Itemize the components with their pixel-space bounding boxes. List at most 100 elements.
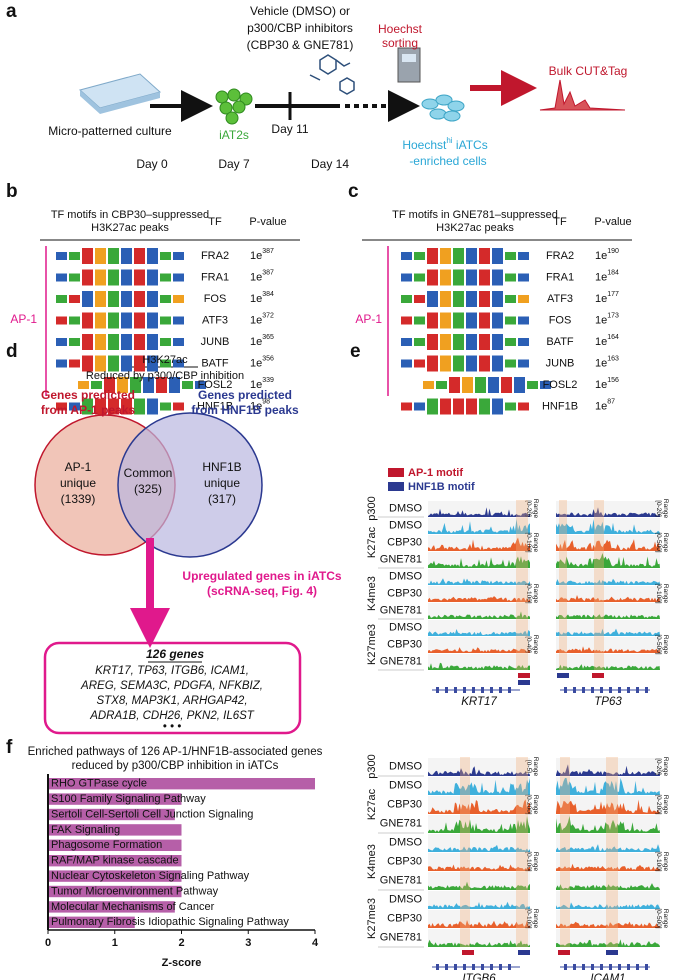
logo-letter: [134, 291, 145, 307]
exon: [600, 964, 603, 970]
exon: [481, 687, 484, 693]
range-word: Range: [532, 499, 539, 519]
logo-letter: [121, 248, 132, 264]
tf-name: FRA2: [546, 250, 574, 262]
range-label: Range[0-500]: [655, 634, 669, 654]
track-bg: [556, 569, 660, 584]
signal-track: [428, 778, 530, 795]
exon: [609, 687, 612, 693]
sample-label: DMSO: [389, 779, 422, 791]
sample-label: GNE781: [380, 553, 422, 565]
logo-letter: [147, 312, 158, 329]
range-word: Range: [662, 757, 669, 777]
signal-track: [428, 766, 530, 776]
range-value: [0-20]: [525, 500, 532, 517]
logo-letter: [95, 334, 106, 350]
day-label: Day 7: [218, 157, 250, 171]
treatment-text: (CBP30 & GNE781): [247, 38, 354, 52]
sample-label: GNE781: [380, 655, 422, 667]
gene-name: ICAM1: [590, 973, 625, 980]
signal-track: [556, 863, 660, 871]
p-value: 1e163: [595, 355, 619, 369]
logo-letter: [160, 359, 171, 368]
sample-label: DMSO: [389, 519, 422, 531]
logo-letter: [147, 398, 158, 415]
venn-title: Reduced by p300/CBP inhibition: [86, 370, 244, 382]
track-bg: [428, 815, 530, 832]
logo-letter: [479, 291, 490, 307]
p-base: 1e: [595, 336, 607, 348]
range-word: Range: [532, 757, 539, 777]
track-bg: [556, 637, 660, 652]
sample-label: GNE781: [380, 931, 422, 943]
signal-track: [556, 646, 660, 653]
table-header: P-value: [594, 216, 631, 228]
arrow-label: Upregulated genes in iATCs: [182, 569, 341, 583]
range-word: Range: [662, 533, 669, 553]
signal-track: [556, 539, 660, 551]
category-label: Pulmonary Fibrosis Idiopathic Signaling …: [51, 916, 289, 928]
logo-letter: [492, 398, 503, 415]
table-header: TF: [208, 216, 222, 228]
exon: [609, 964, 612, 970]
signal-track: [428, 816, 530, 833]
range-word: Range: [662, 795, 669, 815]
set-label: Genes predicted: [41, 388, 135, 402]
track-bg: [428, 891, 530, 908]
logo-letter: [134, 269, 145, 286]
range-word: Range: [662, 852, 669, 872]
group-label: AP-1: [355, 312, 382, 326]
logo-letter: [514, 377, 525, 393]
x-tick-label: 3: [245, 937, 251, 949]
exon: [627, 687, 630, 693]
logo-letter: [117, 377, 128, 393]
x-tick-label: 0: [45, 937, 51, 949]
p-value: 1e177: [595, 291, 619, 305]
signal-track: [556, 921, 660, 928]
signal-track: [428, 939, 530, 947]
p-base: 1e: [250, 379, 262, 391]
logo-letter: [56, 295, 67, 303]
logo-letter: [173, 295, 184, 303]
logo-letter: [492, 248, 503, 264]
signal-track: [556, 799, 660, 814]
logo-letter: [505, 316, 516, 325]
highlight: [460, 757, 470, 947]
logo-letter: [479, 248, 490, 264]
exon: [490, 687, 493, 693]
signal-track: [428, 844, 530, 852]
mark-label: K27me3: [366, 624, 378, 665]
signal-track: [428, 662, 530, 670]
mark-label: K4me3: [366, 576, 378, 611]
p-base: 1e: [595, 293, 607, 305]
range-value: [0-500]: [655, 908, 662, 928]
logo-letter: [56, 316, 67, 325]
exon: [499, 687, 502, 693]
logo-letter: [518, 273, 529, 282]
track-bg: [556, 891, 660, 908]
track-bg: [428, 569, 530, 584]
bar: [48, 855, 182, 867]
exon: [508, 687, 511, 693]
p-value: 1e190: [595, 248, 619, 262]
logo-letter: [479, 269, 490, 286]
logo-letter: [147, 269, 158, 286]
track-bg: [556, 910, 660, 927]
range-label: Range[0-100]: [525, 851, 539, 871]
p-base: 1e: [250, 250, 262, 262]
exon: [463, 964, 466, 970]
exon: [573, 687, 576, 693]
motif-marker: [558, 950, 570, 955]
logo-letter: [56, 402, 67, 411]
logo-letter: [95, 269, 106, 286]
signal-track: [428, 596, 530, 602]
track-bg: [428, 654, 530, 669]
exon: [636, 687, 639, 693]
sample-label: CBP30: [387, 855, 422, 867]
logo-letter: [108, 334, 119, 350]
logo-letter: [134, 248, 145, 264]
logo-letter: [479, 312, 490, 329]
logo-letter: [108, 355, 119, 372]
logo-letter: [169, 377, 180, 393]
